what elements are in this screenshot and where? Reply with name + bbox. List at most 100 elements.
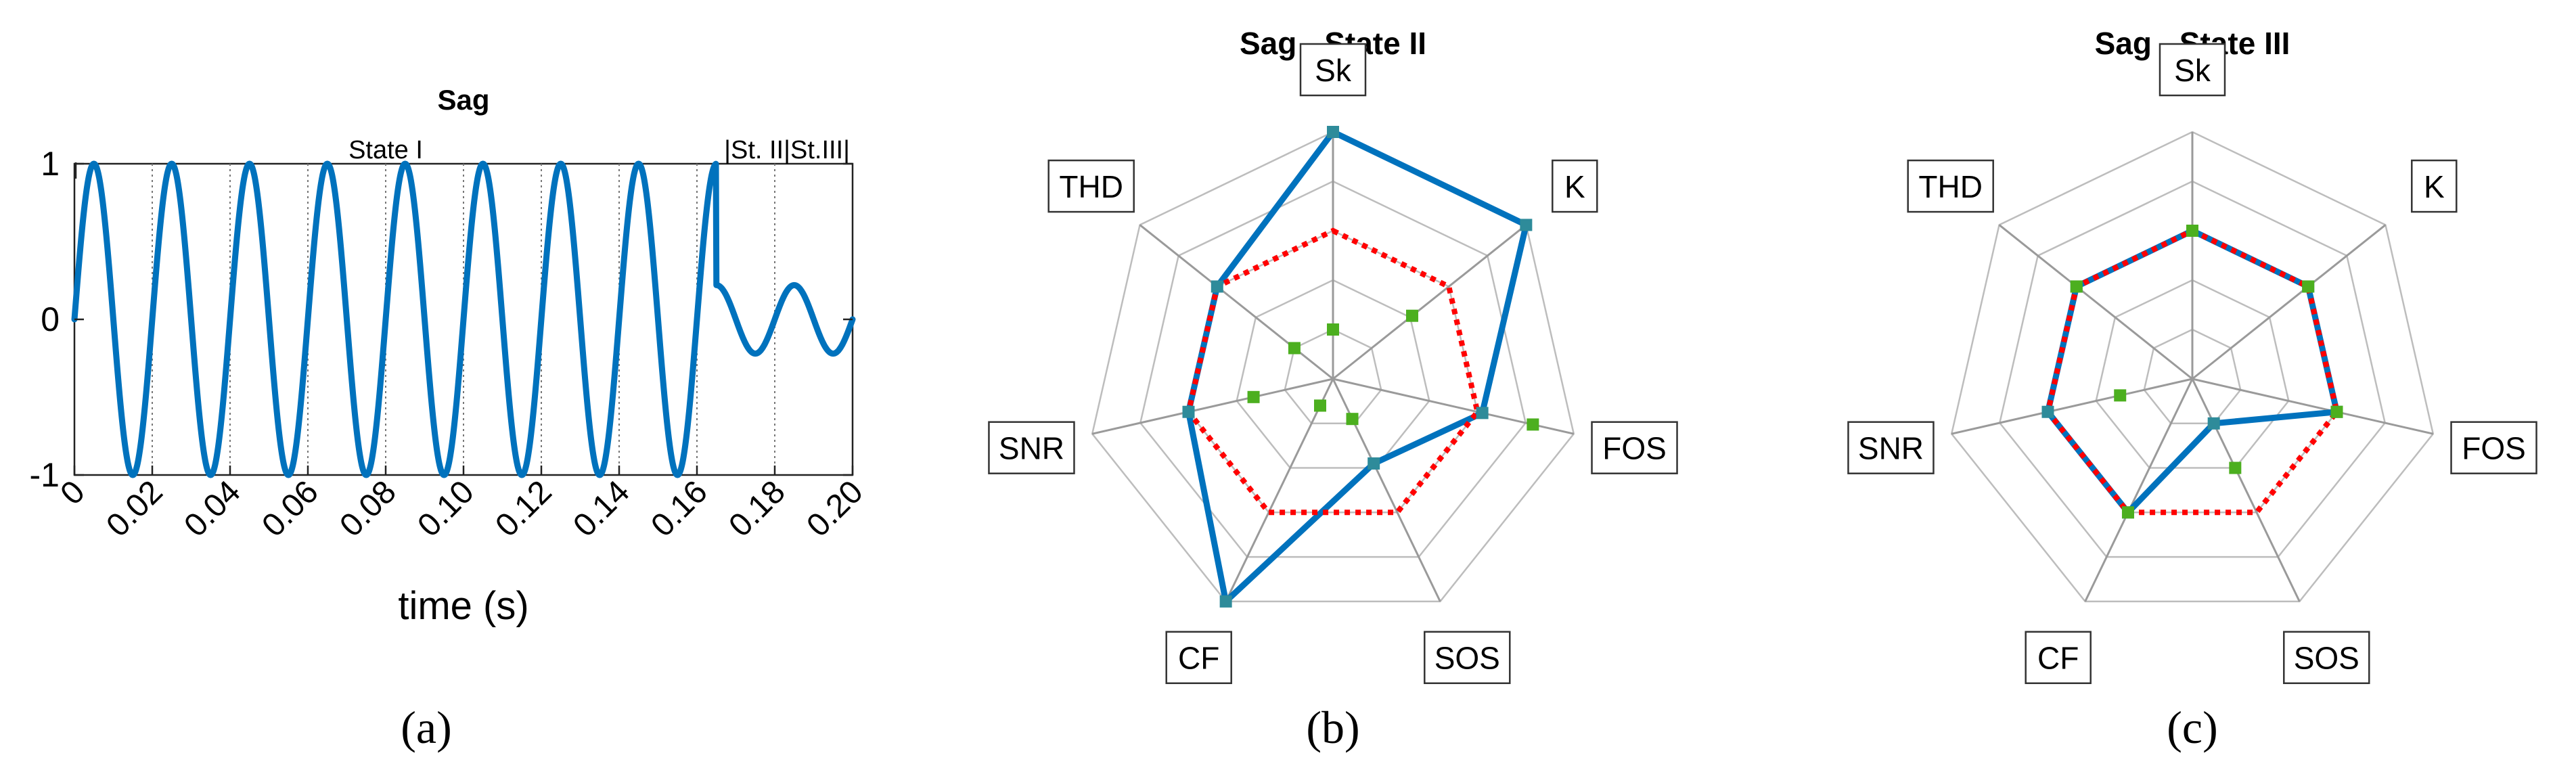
x-tick-label: 0.02 [99,474,170,544]
radar-spoke [1332,224,1527,380]
radar-spoke [2192,224,2387,380]
state-label: State I [348,136,423,164]
radar-ring [2095,279,2290,469]
radar-axis-label: FOS [2462,431,2526,466]
x-tick-label: 0.16 [644,474,715,544]
radar-point [1182,405,1195,418]
radar-point [1527,418,1539,431]
radar-axis-label-box [2283,631,2370,684]
x-tick-label: 0.18 [722,474,792,544]
y-tick-label: 0 [41,300,60,338]
radar-axis-label: Sk [1315,53,1352,88]
radar-series-line [1185,128,1530,608]
state-label: |St. II|St.III| [724,136,850,164]
radar-point [1476,407,1489,420]
x-tick-label: 0.08 [333,474,403,544]
radar-axis-label-box [1165,631,1232,684]
x-tick-label: 0.14 [566,474,637,544]
radar-point [2207,417,2220,430]
radar-axis-label: FOS [1602,431,1667,466]
radar-axis-label: K [2424,169,2445,204]
radar-point [1327,323,1339,336]
radar-spoke [2192,378,2434,435]
radar-axis-label: THD [1918,169,1983,204]
chart-b-caption: (b) [1306,702,1359,753]
radar-axis-label: SOS [2294,641,2359,676]
chart-a-signal-line [71,160,856,478]
y-tick-label: 1 [41,145,60,183]
radar-spoke [1951,378,2193,435]
radar-spoke [2084,378,2194,602]
radar-point [1247,390,1260,403]
x-tick-label: 0.04 [177,474,248,544]
radar-point [2070,280,2083,293]
radar-ring [1284,328,1382,425]
radar-spoke [1139,224,1334,380]
chart-a-y-ticks: 1 0 -1 [30,145,853,494]
radar-point [1406,309,1419,322]
radar-axis-label-box [1552,159,1598,213]
radar-axis-label: K [1564,169,1585,204]
radar-axis-label-box [2411,159,2458,213]
x-tick-label: 0.12 [489,474,559,544]
radar-ring [1091,131,1575,603]
radar-axis-label: SOS [1434,641,1500,676]
radar-axis-label-box [1847,421,1935,474]
x-tick-label: 0.20 [800,474,870,544]
radar-point [1520,219,1533,231]
radar-point [1219,595,1232,608]
radar-axis-label: Sk [2174,53,2211,88]
radar-axis-label-box [1424,631,1511,684]
radar-point [1288,342,1301,355]
chart-a-x-ticks: 0 0.02 0.04 0.06 0.08 0.10 0.12 0.14 0.16 0.18 0.2… [53,466,870,544]
radar-axis-label-box [2450,421,2537,474]
radar-point [2121,506,2134,519]
radar-ring [1998,180,2387,558]
chart-c-caption: (c) [2167,702,2217,753]
x-tick-label: 0.06 [255,474,325,544]
radar-ring [2143,328,2242,425]
radar-spoke [2191,378,2301,602]
chart-a-caption: (a) [401,702,451,753]
radar-point [2330,405,2343,418]
radar-point [2302,280,2315,293]
radar-axis-label-box [1591,421,1678,474]
radar-spoke [1091,378,1334,435]
radar-axis-label: SNR [1858,431,1924,466]
radar-axis-label-box [1907,159,1994,213]
chart-c-radar: Sk K FOS SOS CF SNR THD [1847,43,2537,684]
radar-point [2041,405,2054,418]
radar-axis-label: CF [2037,641,2079,676]
radar-axis-label: CF [1178,641,1219,676]
radar-axis-label-box [1047,159,1135,213]
chart-a-title: Sag [437,84,489,116]
radar-series-line [2045,227,2340,516]
radar-point [1211,280,1223,293]
radar-point [1368,457,1380,470]
chart-a-state-markers: State I |St. II|St.III| [74,136,850,179]
radar-axis-label: SNR [999,431,1064,466]
radar-axis-label: THD [1059,169,1123,204]
radar-axis-label-box [2159,43,2226,97]
chart-b-radar: Sk K FOS SOS CF SNR THD [988,43,1678,684]
radar-spoke [1998,224,2193,380]
radar-ring [1139,180,1527,558]
radar-point [2229,461,2242,474]
y-tick-label: -1 [30,456,60,494]
radar-series-line [1185,227,1481,516]
radar-point [2114,389,2127,402]
radar-point [1346,413,1359,426]
panel-a-sag-waveform: Sag State I |St. II|St.III| 1 0 -1 0 0.02 0.0… [30,84,870,753]
radar-axis-label-box [2025,631,2092,684]
radar-point [1327,126,1339,138]
radar-axis-label-box [1299,43,1367,97]
radar-spoke [1225,378,1334,602]
radar-axis-label-box [988,421,1075,474]
radar-point [1313,399,1326,412]
radar-ring [1950,131,2435,603]
radar-ring [1236,279,1430,469]
radar-point [2186,225,2198,237]
